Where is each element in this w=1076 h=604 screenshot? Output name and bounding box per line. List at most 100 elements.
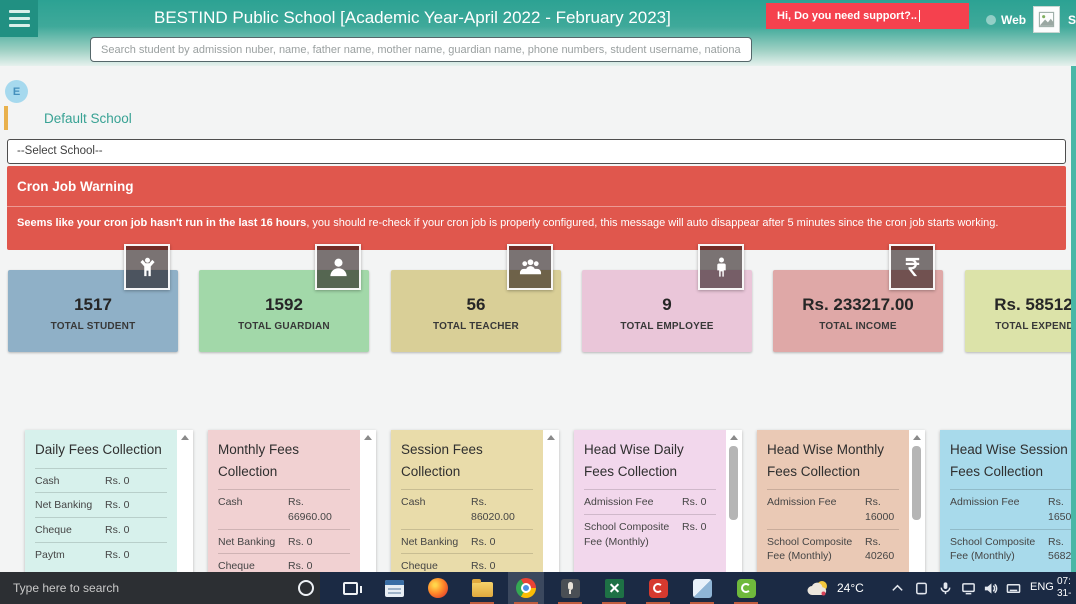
web-label: Web (1001, 13, 1027, 27)
page-scrollbar[interactable] (1071, 66, 1076, 572)
stat-label: TOTAL EXPENDITURE (995, 321, 1076, 332)
guardian-icon (315, 244, 361, 290)
excel-icon[interactable] (596, 572, 632, 604)
network-display-icon[interactable] (960, 580, 977, 597)
scroll-thumb[interactable] (912, 446, 921, 520)
card-body: Monthly Fees Collection Cash Rs. 66960.00… (208, 430, 360, 597)
fees-row: Admission Fee Rs. 0 (584, 489, 716, 514)
microphone-icon[interactable] (937, 580, 954, 597)
voice-recorder-icon[interactable] (552, 572, 588, 604)
fees-row: Admission Fee Rs. 16000 (767, 489, 899, 528)
hamburger-menu-icon[interactable] (0, 0, 38, 37)
scroll-up-icon[interactable] (181, 435, 189, 440)
speaker-icon[interactable] (982, 580, 999, 597)
fees-row: School Composite Fee (Monthly) Rs. 56820 (950, 528, 1076, 568)
scroll-up-icon[interactable] (547, 435, 555, 440)
snagit-blue-icon[interactable] (684, 572, 720, 604)
card-scrollbar[interactable] (726, 430, 742, 584)
stat-value: 9 (662, 295, 672, 314)
open-app-indicator (734, 602, 758, 604)
language-indicator[interactable]: ENG (1030, 581, 1054, 593)
clock-date: 31- (1057, 588, 1072, 599)
student-search-input[interactable] (90, 37, 752, 62)
dashboard-content: E Default School --Select School-- Cron … (0, 66, 1076, 597)
scroll-up-icon[interactable] (730, 435, 738, 440)
card-body: Head Wise Daily Fees Collection Admissio… (574, 430, 726, 584)
card-title: Monthly Fees Collection (218, 442, 300, 479)
monthly-fees-collection-card: Monthly Fees Collection Cash Rs. 66960.00… (208, 430, 376, 597)
card-scrollbar[interactable] (543, 430, 559, 584)
scroll-up-icon[interactable] (364, 435, 372, 440)
page-title: BESTIND Public School [Academic Year-Apr… (154, 8, 671, 27)
stat-value: 56 (466, 295, 486, 314)
card-scrollbar[interactable] (909, 430, 925, 584)
employee-icon (698, 244, 744, 290)
stat-card-total-student[interactable]: 1517 TOTAL STUDENT (8, 244, 178, 352)
card-scrollbar[interactable] (177, 430, 193, 584)
fees-row: School Composite Fee (Monthly) Rs. 0 (584, 513, 716, 553)
stat-card-total-guardian[interactable]: 1592 TOTAL GUARDIAN (199, 244, 369, 352)
avatar[interactable]: E (5, 80, 28, 103)
scroll-thumb[interactable] (729, 446, 738, 520)
stat-card-total-teacher[interactable]: 56 TOTAL TEACHER (391, 244, 561, 352)
clock-time: 07: (1057, 576, 1071, 587)
web-globe-dot-icon (986, 15, 996, 25)
scroll-up-icon[interactable] (913, 435, 921, 440)
firefox-icon[interactable] (420, 572, 456, 604)
student-icon (124, 244, 170, 290)
keyboard-icon[interactable] (1005, 580, 1022, 597)
head-wise-daily-fees-card: Head Wise Daily Fees Collection Admissio… (574, 430, 742, 584)
tablet-sync-icon[interactable] (913, 580, 930, 597)
camtasia-green-icon[interactable] (728, 572, 764, 604)
clock[interactable]: 07: 31- (1057, 576, 1071, 600)
section-accent-bar (4, 106, 8, 130)
card-title: Daily Fees Collection (35, 442, 162, 457)
cortana-icon[interactable] (288, 572, 324, 604)
open-app-indicator (646, 602, 670, 604)
task-view-icon[interactable] (332, 572, 368, 604)
chevron-up-icon[interactable] (889, 580, 906, 597)
user-initial[interactable]: S (1068, 13, 1076, 27)
open-app-indicator (514, 602, 538, 604)
fees-row: Cheque Rs. 0 (218, 553, 350, 578)
card-title: Head Wise Session Fees Collection (950, 442, 1068, 479)
school-select[interactable]: --Select School-- (7, 139, 1066, 164)
weather-cloud-icon (807, 581, 827, 596)
stat-value: 1517 (74, 295, 112, 314)
card-body: Daily Fees Collection Cash Rs. 0 Net Bank… (25, 430, 177, 584)
daily-fees-collection-card: Daily Fees Collection Cash Rs. 0 Net Bank… (25, 430, 193, 584)
teachers-group-icon (507, 244, 553, 290)
stat-card-total-employee[interactable]: 9 TOTAL EMPLOYEE (582, 244, 752, 352)
stat-label: TOTAL TEACHER (433, 321, 519, 332)
fees-row: Cheque Rs. 0 (35, 516, 167, 542)
card-body: Head Wise Session Fees Collection Admiss… (940, 430, 1076, 584)
camtasia-red-icon[interactable] (640, 572, 676, 604)
cron-job-warning-banner: Cron Job Warning Seems like your cron jo… (7, 166, 1066, 250)
broken-image-icon[interactable] (1033, 6, 1060, 33)
taskbar-search-input[interactable] (0, 572, 320, 604)
head-wise-monthly-fees-card: Head Wise Monthly Fees Collection Admiss… (757, 430, 925, 584)
software-window-icon[interactable] (376, 572, 412, 604)
section-title: Default School (44, 111, 132, 126)
chrome-icon[interactable] (508, 572, 544, 604)
file-explorer-icon[interactable] (464, 572, 500, 604)
stat-card-total-expenditure[interactable]: Rs. 585127.00 TOTAL EXPENDITURE (965, 270, 1076, 352)
fees-row: Cash Rs. 66960.00 (218, 489, 350, 528)
card-title: Head Wise Daily Fees Collection (584, 442, 684, 479)
support-banner[interactable]: Hi, Do you need support?.. (766, 3, 969, 29)
support-text: Hi, Do you need support?.. (777, 10, 917, 22)
open-app-indicator (602, 602, 626, 604)
stat-label: TOTAL EMPLOYEE (620, 321, 714, 332)
open-app-indicator (558, 602, 582, 604)
stat-card-total-income[interactable]: Rs. 233217.00 TOTAL INCOME (773, 244, 943, 352)
fees-row: Cash Rs. 0 (35, 467, 167, 493)
fees-row: Net Banking Rs. 0 (35, 492, 167, 517)
weather-widget[interactable]: 24°C (806, 572, 864, 604)
card-body: Head Wise Monthly Fees Collection Admiss… (757, 430, 909, 584)
card-scrollbar[interactable] (360, 430, 376, 584)
web-link[interactable]: Web (986, 13, 1026, 27)
fees-row: Net Banking Rs. 0 (401, 528, 533, 554)
stat-value: Rs. 585127.00 (994, 295, 1076, 314)
divider (7, 206, 1066, 207)
fees-row: Net Banking Rs. 0 (218, 528, 350, 554)
